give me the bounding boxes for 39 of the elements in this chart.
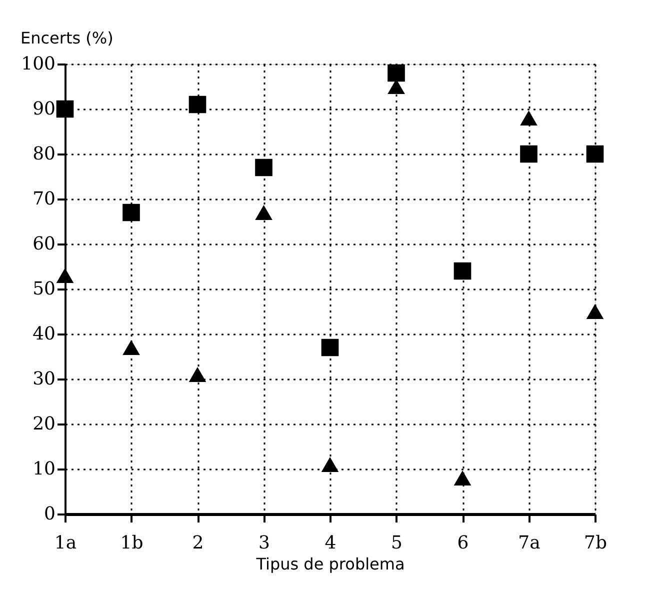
y-tick-label: 80 [32, 144, 56, 164]
x-tick-label: 5 [391, 532, 402, 554]
point [188, 96, 206, 114]
y-tick-label: 20 [32, 414, 56, 434]
y-tick-label: 90 [32, 98, 56, 120]
x-tick-label: 1a [54, 532, 77, 554]
point [454, 470, 472, 486]
y-tick-label: 10 [32, 458, 56, 480]
y-tick-label: 30 [32, 368, 56, 390]
y-tick-label: 70 [32, 188, 56, 210]
point [321, 338, 339, 356]
point [388, 64, 405, 82]
point [454, 262, 472, 280]
x-tick-label: 7a [518, 532, 541, 554]
point [122, 204, 140, 222]
x-tick-label: 1b [120, 532, 144, 554]
point [255, 205, 272, 220]
y-tick-label: 50 [32, 278, 56, 300]
x-tick-label: 4 [324, 532, 336, 554]
point [520, 110, 538, 126]
point [56, 268, 74, 283]
x-tick-label: 2 [192, 532, 204, 554]
y-axis-title: Encerts (%) [20, 28, 114, 48]
y-tick-label: 100 [21, 54, 56, 74]
point [188, 367, 206, 382]
y-tick-label: 0 [44, 504, 56, 524]
point [586, 304, 604, 319]
point [586, 145, 604, 163]
y-tick-label: 60 [32, 234, 56, 254]
x-tick-label: 7b [584, 532, 607, 554]
x-tick-label: 3 [258, 532, 270, 554]
point [520, 145, 538, 163]
point [321, 457, 339, 472]
x-axis-title: Tipus de problema [255, 554, 405, 574]
point [122, 340, 140, 355]
point [56, 100, 74, 118]
y-tick-label: 40 [32, 324, 56, 344]
point [255, 158, 272, 176]
x-tick-label: 6 [457, 532, 469, 554]
